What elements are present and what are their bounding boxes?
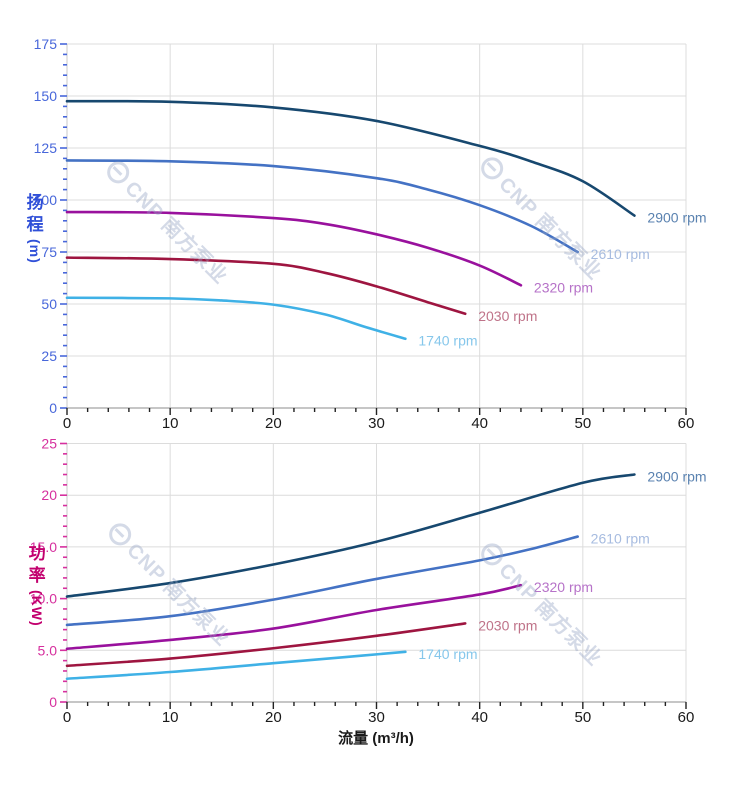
head-axis-title-char1: 扬 [26, 193, 44, 212]
power-curve-2320-rpm [65, 583, 523, 651]
power-x-tick-label: 50 [574, 709, 591, 726]
power-curve-label-2320-rpm: 2320 rpm [534, 579, 593, 595]
head-axis-title-unit: (m) [27, 239, 44, 264]
head-chart: 0 25 50 75 100 125 150 175 0 10 20 30 40 50 60 2900 rpm… [34, 36, 707, 432]
head-y-tick-label: 0 [49, 400, 57, 416]
head-curve-label-2900-rpm: 2900 rpm [647, 210, 706, 226]
power-axis-title-char2: 率 [28, 566, 46, 586]
power-y-tick-label: 10.0 [30, 591, 57, 607]
power-y-tick-label: 0 [49, 694, 57, 710]
power-axis-title: 功 率 (KW) [28, 543, 46, 627]
power-y-tick-label: 5.0 [38, 642, 58, 658]
power-x-tick-label: 40 [471, 709, 488, 726]
head-y-tick-label: 75 [41, 244, 57, 260]
flow-axis-title: 流量 (m³/h) [338, 730, 414, 747]
power-curve-2610-rpm [65, 535, 579, 627]
power-x-tick-label: 30 [368, 709, 385, 726]
head-curve-label-2320-rpm: 2320 rpm [534, 279, 593, 295]
power-curve-1740-rpm [65, 650, 407, 681]
power-x-tick-label: 10 [162, 709, 179, 726]
head-x-tick-label: 50 [574, 415, 591, 432]
power-x-tick-label: 0 [63, 709, 71, 726]
head-y-tick-label: 50 [41, 296, 57, 312]
power-curve-label-2030-rpm: 2030 rpm [478, 617, 537, 633]
head-curve-label-1740-rpm: 1740 rpm [418, 333, 477, 349]
power-axis-title-unit: (KW) [29, 590, 46, 627]
head-curve-2610-rpm [65, 159, 579, 254]
head-x-tick-label: 0 [63, 415, 71, 432]
power-curve-label-2610-rpm: 2610 rpm [591, 531, 650, 547]
power-y-tick-label: 25 [41, 436, 57, 452]
head-x-tick-label: 10 [162, 415, 179, 432]
power-curve-label-1740-rpm: 1740 rpm [418, 646, 477, 662]
head-x-tick-label: 20 [265, 415, 282, 432]
head-axis-title-char2: 程 [26, 215, 44, 235]
head-y-tick-label: 125 [34, 140, 58, 156]
head-curve-label-2030-rpm: 2030 rpm [478, 308, 537, 324]
head-y-tick-label: 150 [34, 88, 58, 104]
power-curve-2030-rpm [65, 622, 467, 668]
head-axis-title: 扬 程 (m) [26, 192, 44, 264]
power-curve-label-2900-rpm: 2900 rpm [647, 469, 706, 485]
power-x-tick-label: 60 [678, 709, 695, 726]
head-curve-2900-rpm [65, 99, 636, 217]
power-y-tick-label: 15.0 [30, 539, 57, 555]
head-x-tick-label: 30 [368, 415, 385, 432]
head-y-tick-label: 100 [34, 192, 58, 208]
power-y-tick-label: 20 [41, 487, 57, 503]
power-chart: 0 5.0 10.0 15.0 20 25 0 10 20 30 40 50 60 2900 rpm 261… [30, 436, 707, 727]
head-y-tick-label: 25 [41, 348, 57, 364]
head-x-tick-label: 60 [678, 415, 695, 432]
head-y-tick-label: 175 [34, 36, 58, 52]
power-curve-2900-rpm [65, 473, 636, 598]
head-curve-1740-rpm [65, 296, 407, 341]
head-curve-2030-rpm [65, 256, 467, 316]
power-axis-title-char1: 功 [28, 544, 46, 563]
head-x-tick-label: 40 [471, 415, 488, 432]
head-curve-label-2610-rpm: 2610 rpm [591, 246, 650, 262]
power-x-tick-label: 20 [265, 709, 282, 726]
head-curve-2320-rpm [65, 210, 523, 287]
